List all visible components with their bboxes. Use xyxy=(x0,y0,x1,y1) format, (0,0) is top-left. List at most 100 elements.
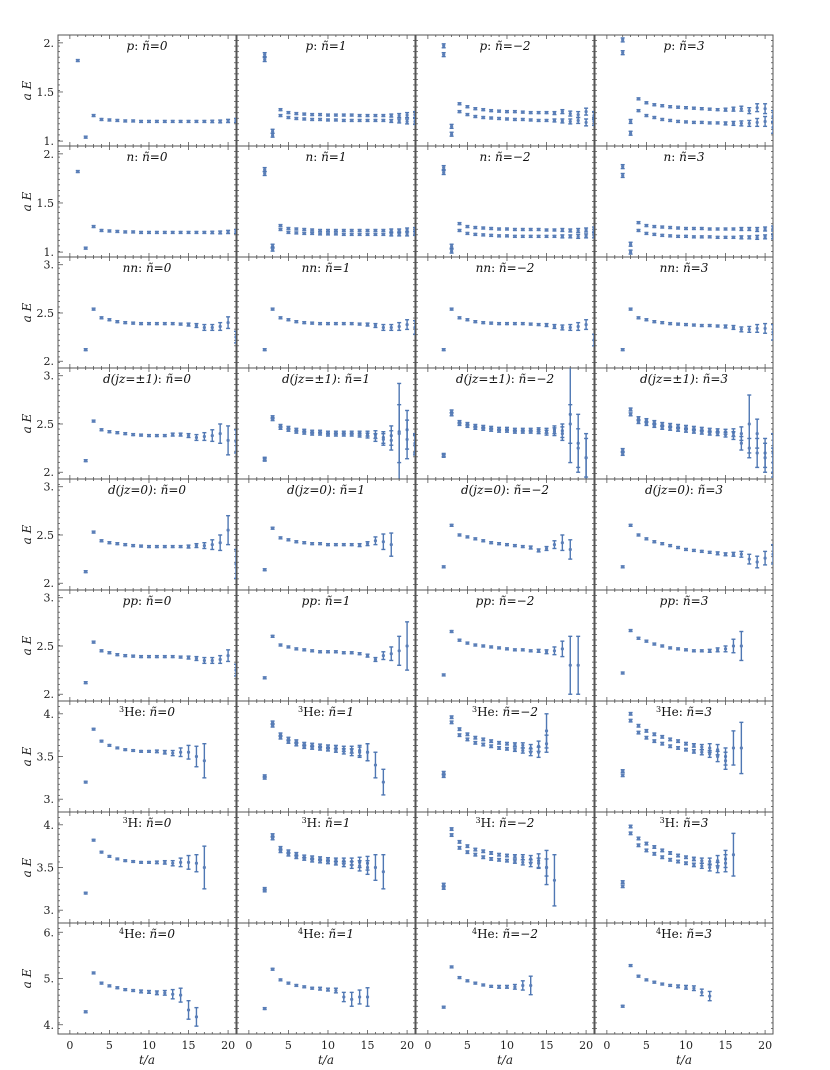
data-point xyxy=(115,118,119,123)
y-axis-label: a E xyxy=(20,191,34,211)
data-point xyxy=(278,316,283,320)
data-point xyxy=(739,552,743,556)
data-point xyxy=(373,657,378,662)
data-point xyxy=(350,113,354,117)
data-point xyxy=(513,117,517,122)
panel-title: d(jz=0): ñ=0 xyxy=(108,483,186,497)
data-point xyxy=(636,109,641,113)
data-point xyxy=(576,234,580,238)
data-point xyxy=(92,727,96,731)
data-point xyxy=(708,432,712,436)
data-point xyxy=(763,119,767,124)
data-point xyxy=(497,322,501,326)
data-point xyxy=(668,225,672,230)
panel-title: nn: ñ=3 xyxy=(660,261,709,275)
data-point xyxy=(171,433,175,437)
data-point xyxy=(179,119,183,124)
data-point xyxy=(629,407,633,412)
data-point xyxy=(723,108,728,112)
panel-pp-col2: pp: ñ=−2 xyxy=(415,589,595,702)
data-point xyxy=(131,433,135,437)
data-point xyxy=(334,232,338,236)
data-point xyxy=(381,437,385,442)
data-point xyxy=(218,324,222,329)
data-point xyxy=(568,422,572,426)
data-point xyxy=(310,112,314,117)
data-point xyxy=(763,107,767,111)
data-point xyxy=(92,224,96,229)
panel-title: d(jz=0): ñ=3 xyxy=(645,483,723,497)
data-point xyxy=(636,316,641,320)
data-point xyxy=(621,173,625,178)
data-point xyxy=(660,644,664,648)
data-point xyxy=(92,419,96,423)
data-point xyxy=(521,648,525,652)
data-point xyxy=(676,647,680,651)
data-point xyxy=(271,129,275,133)
data-point xyxy=(147,119,151,124)
data-point xyxy=(771,114,773,119)
data-point xyxy=(513,110,517,114)
data-point xyxy=(747,557,751,561)
data-point xyxy=(210,433,214,438)
data-point xyxy=(684,106,688,110)
data-point xyxy=(489,233,493,237)
data-point xyxy=(747,446,751,450)
data-point xyxy=(576,112,580,117)
panel-p-col0: 1. 1.5 2. a E p: ñ=0 xyxy=(20,34,237,148)
data-point xyxy=(286,318,291,322)
data-point xyxy=(560,432,564,436)
data-point xyxy=(676,545,680,550)
data-point xyxy=(629,119,633,124)
data-point xyxy=(263,167,267,172)
data-layer xyxy=(441,629,581,695)
data-point xyxy=(497,542,501,546)
data-point xyxy=(358,543,362,547)
data-point xyxy=(668,646,672,650)
data-point xyxy=(294,320,298,324)
data-point xyxy=(318,228,322,233)
data-point xyxy=(723,647,728,651)
data-point xyxy=(271,307,275,311)
data-point xyxy=(202,119,206,124)
data-point xyxy=(521,227,525,232)
data-point xyxy=(568,111,572,116)
data-layer xyxy=(620,37,773,136)
data-point xyxy=(286,538,291,542)
data-layer xyxy=(262,526,394,572)
data-point xyxy=(131,544,135,548)
data-point xyxy=(537,649,541,653)
data-point xyxy=(186,119,191,124)
data-point xyxy=(684,234,688,238)
data-point xyxy=(234,439,236,443)
data-point xyxy=(763,556,767,560)
data-point xyxy=(708,649,712,653)
data-point xyxy=(163,322,167,326)
y-tick-label: 3.5 xyxy=(37,751,55,764)
data-layer xyxy=(441,523,573,569)
data-point xyxy=(310,228,314,232)
data-point xyxy=(373,232,378,237)
panel-title: n: ñ=0 xyxy=(126,150,167,164)
data-point xyxy=(544,546,549,551)
data-point xyxy=(700,427,704,431)
data-point xyxy=(529,234,533,238)
data-point xyxy=(739,121,743,126)
data-point xyxy=(84,348,88,352)
data-point xyxy=(457,110,462,114)
data-point xyxy=(326,118,330,122)
data-point xyxy=(644,639,649,643)
data-point xyxy=(652,424,656,428)
data-point xyxy=(107,430,112,434)
panel-p-col1: p: ñ=1 xyxy=(236,34,416,147)
data-point xyxy=(731,235,736,239)
y-tick-label: 3. xyxy=(44,370,55,383)
panel-d(jz=±1)-col0: 2. 2.5 3. a E d(jz=±1): ñ=0 xyxy=(20,367,237,480)
data-point xyxy=(123,230,127,234)
panel-title: d(jz=±1): ñ=0 xyxy=(103,372,191,386)
data-point xyxy=(592,233,594,237)
data-point xyxy=(123,748,127,752)
data-point xyxy=(226,119,230,123)
data-point xyxy=(684,648,688,652)
data-point xyxy=(186,230,191,235)
